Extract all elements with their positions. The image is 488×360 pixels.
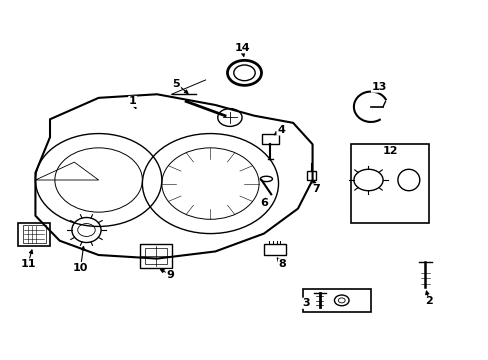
Text: 11: 11 <box>20 259 36 269</box>
Bar <box>140 244 171 267</box>
Text: 10: 10 <box>73 262 88 273</box>
Text: 13: 13 <box>371 82 386 92</box>
Text: 2: 2 <box>425 296 432 306</box>
Text: 1: 1 <box>128 96 136 107</box>
Text: 14: 14 <box>234 43 249 53</box>
Text: 4: 4 <box>277 125 285 135</box>
Text: 12: 12 <box>382 147 397 157</box>
Text: 3: 3 <box>302 298 309 308</box>
Bar <box>351 144 428 223</box>
Bar <box>302 289 370 312</box>
Text: 9: 9 <box>166 270 174 280</box>
Text: 8: 8 <box>278 259 285 269</box>
Bar <box>264 244 285 255</box>
Text: 7: 7 <box>312 184 320 194</box>
Bar <box>23 225 46 243</box>
Text: 6: 6 <box>260 198 267 208</box>
Bar <box>261 134 278 144</box>
Text: 5: 5 <box>172 78 180 89</box>
Bar <box>306 171 316 180</box>
Bar <box>19 223 50 246</box>
Bar <box>144 248 166 264</box>
